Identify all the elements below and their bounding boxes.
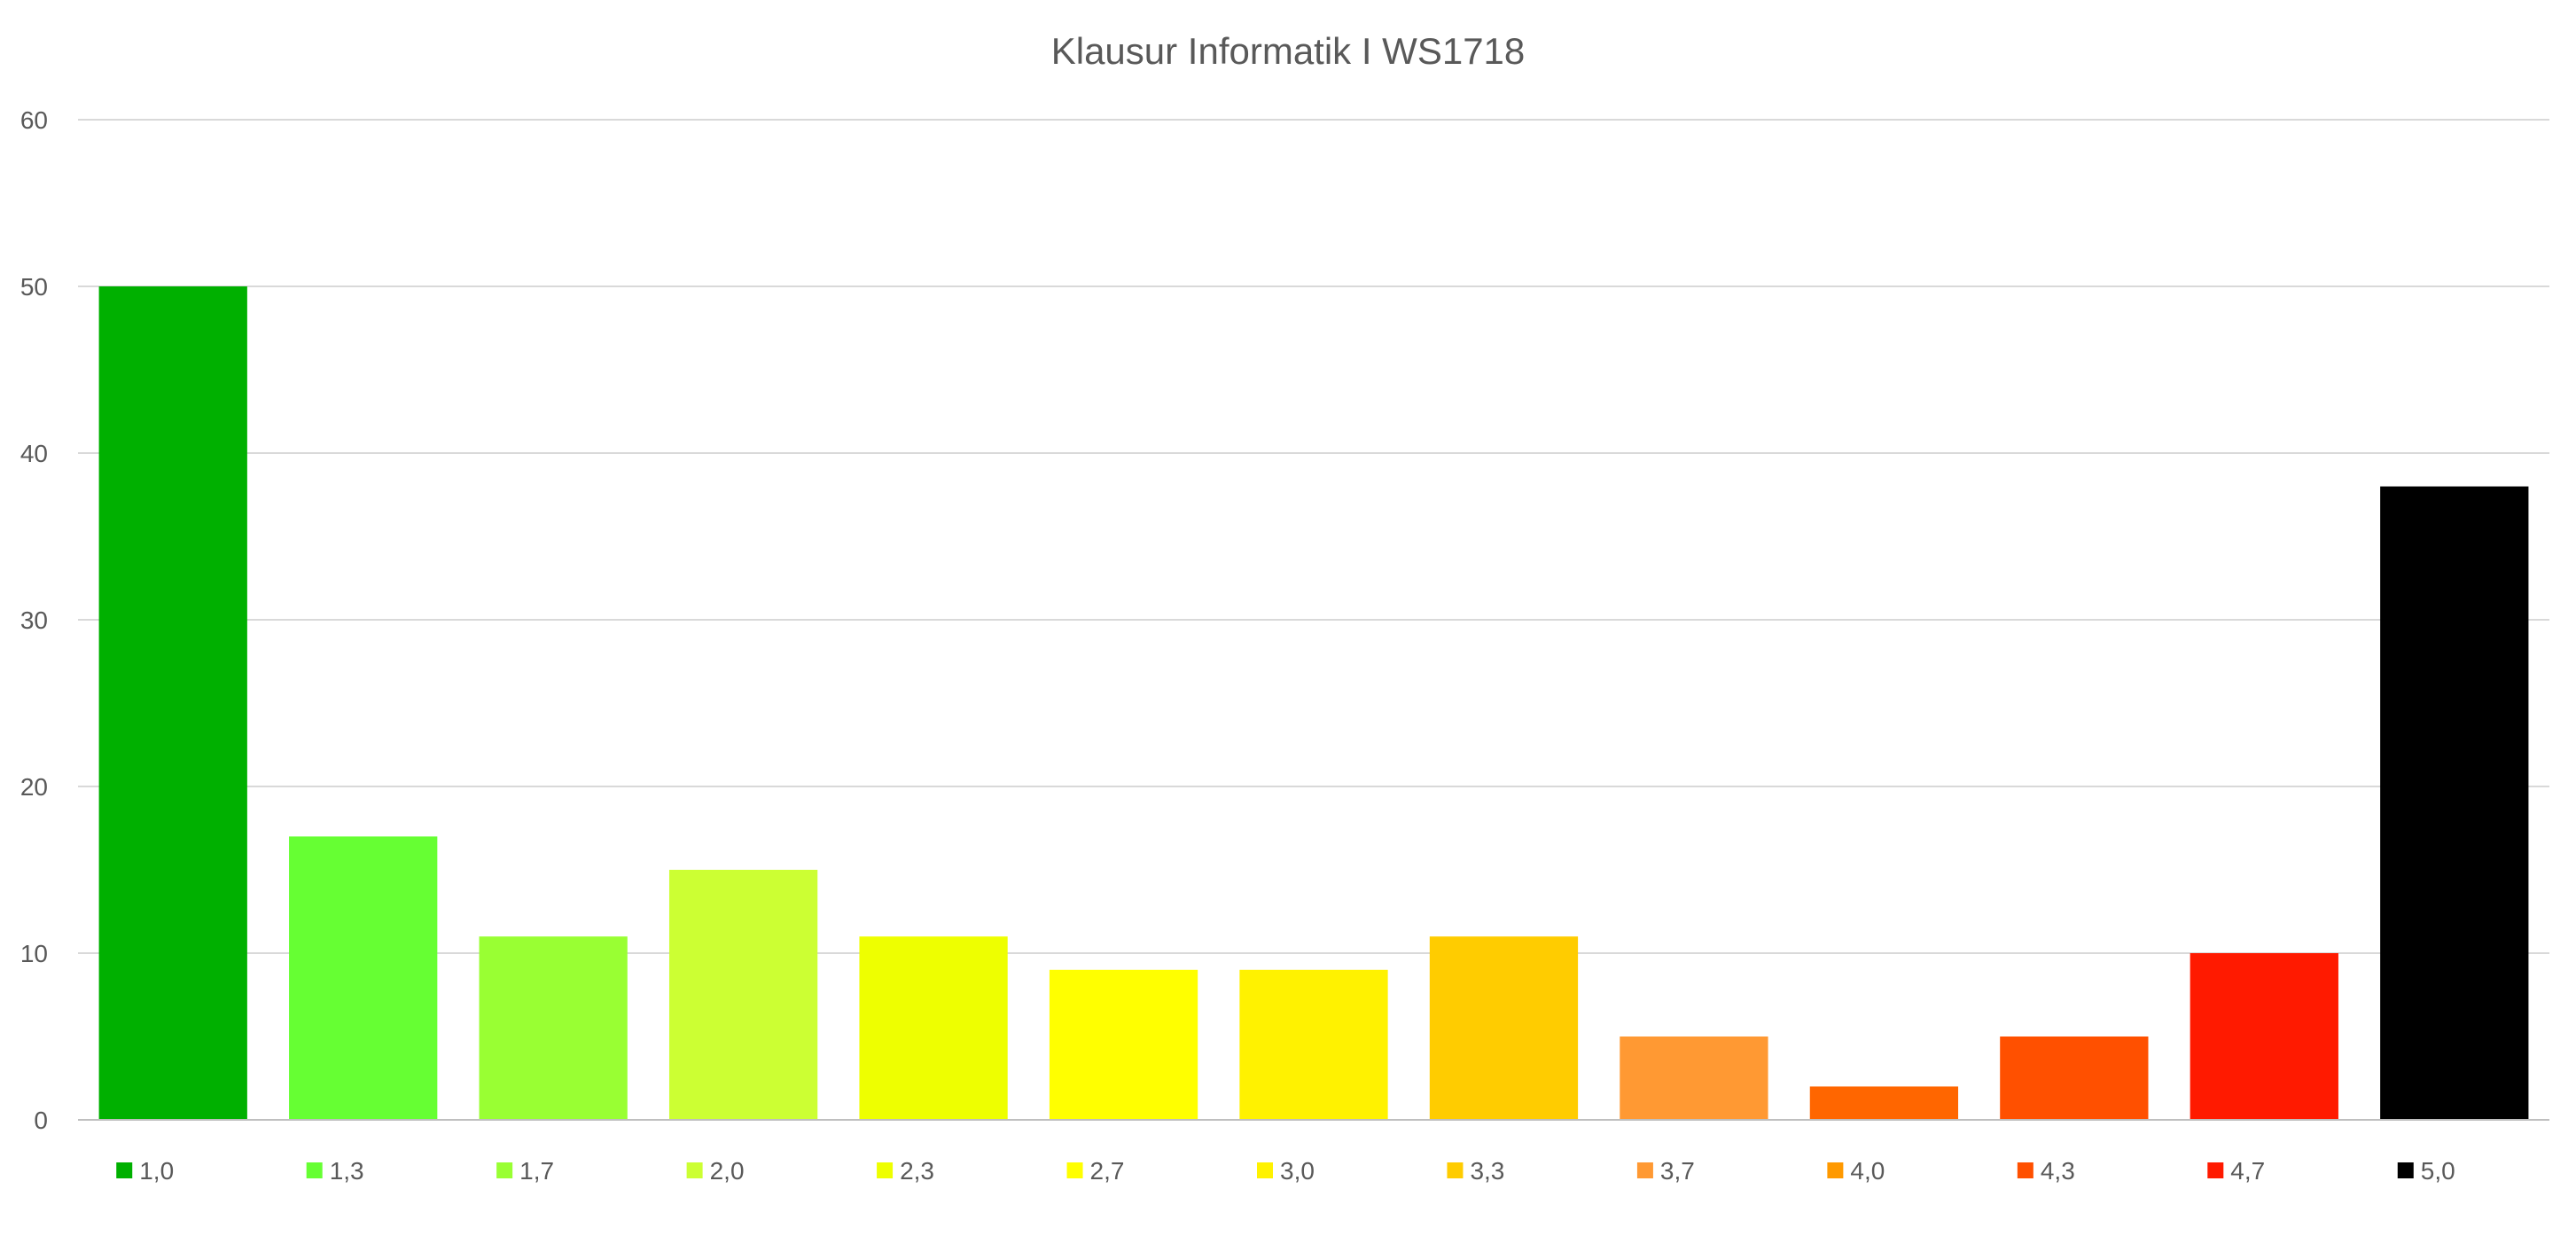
bar [668, 870, 818, 1120]
legend-swatch [1257, 1162, 1273, 1178]
legend-item: 3,7 [1636, 1157, 1695, 1185]
bar [1049, 969, 1198, 1120]
legend: 1,0 1,3 1,7 2,0 2,3 2,7 3,0 3,3 3,7 4,0 4,3 4,7 5,0 [116, 1157, 2455, 1185]
legend-swatch [877, 1162, 894, 1178]
y-tick-label: 20 [20, 773, 48, 801]
legend-swatch [686, 1162, 703, 1178]
legend-label: 1,0 [139, 1157, 174, 1185]
legend-label: 2,0 [710, 1157, 745, 1185]
legend-item: 1,0 [116, 1157, 174, 1185]
legend-label: 4,3 [2041, 1157, 2075, 1185]
legend-label: 5,0 [2421, 1157, 2455, 1185]
legend-item: 5,0 [2397, 1157, 2455, 1185]
legend-item: 2,7 [1066, 1157, 1125, 1185]
legend-swatch [116, 1162, 133, 1178]
legend-item: 2,0 [686, 1157, 745, 1185]
legend-swatch [2397, 1162, 2414, 1178]
bar [859, 936, 1008, 1120]
legend-swatch [496, 1162, 513, 1178]
bar [1620, 1037, 1768, 1120]
legend-item: 4,3 [2017, 1157, 2075, 1185]
y-axis-ticks: 0 10 20 30 40 50 60 [20, 106, 48, 1134]
legend-swatch [1447, 1162, 1464, 1178]
legend-swatch [2017, 1162, 2033, 1178]
bar [2380, 486, 2529, 1120]
legend-swatch [1636, 1162, 1653, 1178]
bar [1239, 969, 1388, 1120]
legend-item: 3,0 [1257, 1157, 1315, 1185]
y-tick-label: 60 [20, 106, 48, 134]
legend-label: 2,3 [900, 1157, 934, 1185]
legend-swatch [1066, 1162, 1083, 1178]
legend-item: 4,7 [2207, 1157, 2265, 1185]
bar [1429, 936, 1579, 1120]
y-tick-label: 10 [20, 940, 48, 967]
bar [2190, 953, 2338, 1120]
bar [1809, 1086, 1959, 1120]
legend-swatch [2207, 1162, 2224, 1178]
legend-swatch [1827, 1162, 1844, 1178]
legend-item: 4,0 [1827, 1157, 1885, 1185]
legend-item: 2,3 [877, 1157, 934, 1185]
legend-label: 3,7 [1660, 1157, 1695, 1185]
legend-item: 1,3 [306, 1157, 364, 1185]
gridlines [78, 119, 2549, 954]
legend-label: 1,7 [519, 1157, 554, 1185]
legend-label: 4,7 [2230, 1157, 2265, 1185]
legend-item: 1,7 [496, 1157, 554, 1185]
y-tick-label: 50 [20, 273, 48, 301]
bar [289, 836, 438, 1120]
bars [98, 286, 2529, 1120]
y-tick-label: 40 [20, 440, 48, 467]
legend-label: 3,0 [1280, 1157, 1315, 1185]
bar [2000, 1037, 2149, 1120]
chart-title: Klausur Informatik I WS1718 [1051, 30, 1526, 72]
legend-label: 3,3 [1470, 1157, 1504, 1185]
legend-label: 1,3 [330, 1157, 364, 1185]
y-tick-label: 30 [20, 606, 48, 634]
y-tick-label: 0 [34, 1107, 48, 1134]
legend-label: 4,0 [1850, 1157, 1885, 1185]
legend-label: 2,7 [1090, 1157, 1125, 1185]
bar [479, 936, 628, 1120]
legend-item: 3,3 [1447, 1157, 1504, 1185]
bar [98, 286, 247, 1120]
legend-swatch [306, 1162, 323, 1178]
